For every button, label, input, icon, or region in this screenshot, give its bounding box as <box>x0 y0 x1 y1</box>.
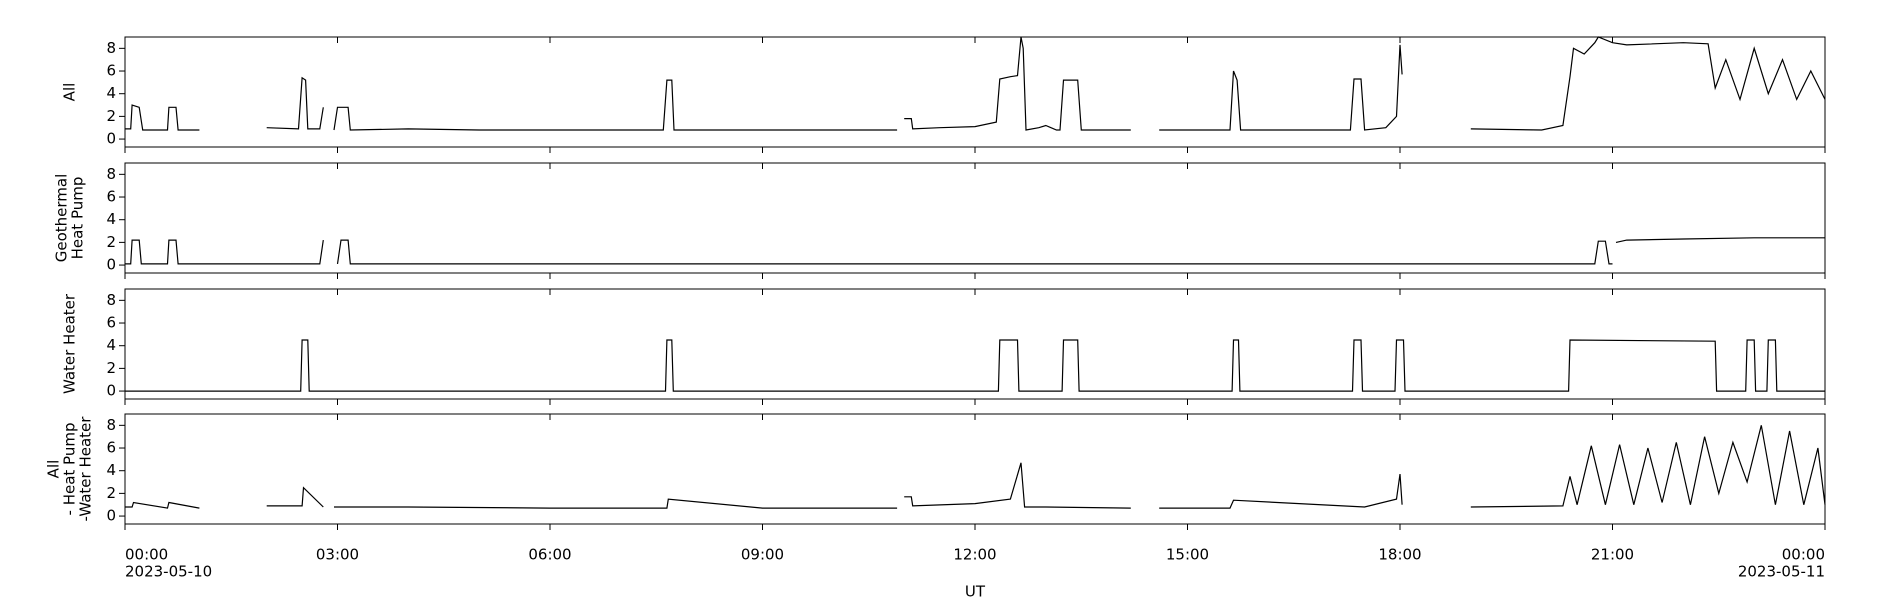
x-date-label: 2023-05-10 <box>125 563 212 581</box>
x-tick-label: 03:00 <box>316 546 359 564</box>
x-tick-label: 21:00 <box>1591 546 1634 564</box>
data-line <box>125 36 1826 131</box>
y-axis-label: -Water Heater <box>77 416 95 522</box>
x-tick-label: 06:00 <box>528 546 571 564</box>
y-tick-label: 6 <box>106 314 116 332</box>
data-line <box>125 425 1826 509</box>
y-axis-label: Heat Pump <box>69 177 87 260</box>
y-tick-label: 4 <box>106 461 116 479</box>
x-tick-label: 12:00 <box>953 546 996 564</box>
y-tick-label: 8 <box>106 416 116 434</box>
y-axis-label: Geothermal <box>53 174 71 263</box>
panel-frame <box>124 162 1826 274</box>
x-tick-label: 00:00 <box>1782 546 1825 564</box>
y-tick-label: 8 <box>106 291 116 309</box>
y-tick-label: 8 <box>106 165 116 183</box>
data-line <box>125 237 1825 265</box>
y-tick-label: 2 <box>106 107 116 125</box>
panel-frame <box>124 36 1826 148</box>
x-axis-label: UT <box>965 583 986 601</box>
y-axis-label: Water Heater <box>61 293 79 394</box>
x-date-label: 2023-05-11 <box>1738 563 1825 581</box>
y-axis-label: - Heat Pump <box>61 423 79 516</box>
x-tick-label: 00:00 <box>125 546 168 564</box>
y-tick-label: 4 <box>106 210 116 228</box>
y-tick-label: 0 <box>106 382 116 400</box>
y-tick-label: 6 <box>106 439 116 457</box>
y-tick-label: 0 <box>106 130 116 148</box>
y-tick-label: 6 <box>106 188 116 206</box>
y-tick-label: 2 <box>106 359 116 377</box>
y-tick-label: 2 <box>106 233 116 251</box>
x-tick-label: 09:00 <box>741 546 784 564</box>
y-axis-label: All <box>61 83 79 102</box>
y-tick-label: 0 <box>106 507 116 525</box>
y-tick-label: 6 <box>106 62 116 80</box>
y-tick-label: 4 <box>106 336 116 354</box>
y-tick-label: 4 <box>106 84 116 102</box>
y-tick-label: 2 <box>106 484 116 502</box>
y-tick-label: 0 <box>106 256 116 274</box>
y-axis-label: All <box>45 460 63 479</box>
x-tick-label: 18:00 <box>1378 546 1421 564</box>
y-tick-label: 8 <box>106 39 116 57</box>
data-line <box>125 339 1825 392</box>
x-tick-label: 15:00 <box>1166 546 1209 564</box>
